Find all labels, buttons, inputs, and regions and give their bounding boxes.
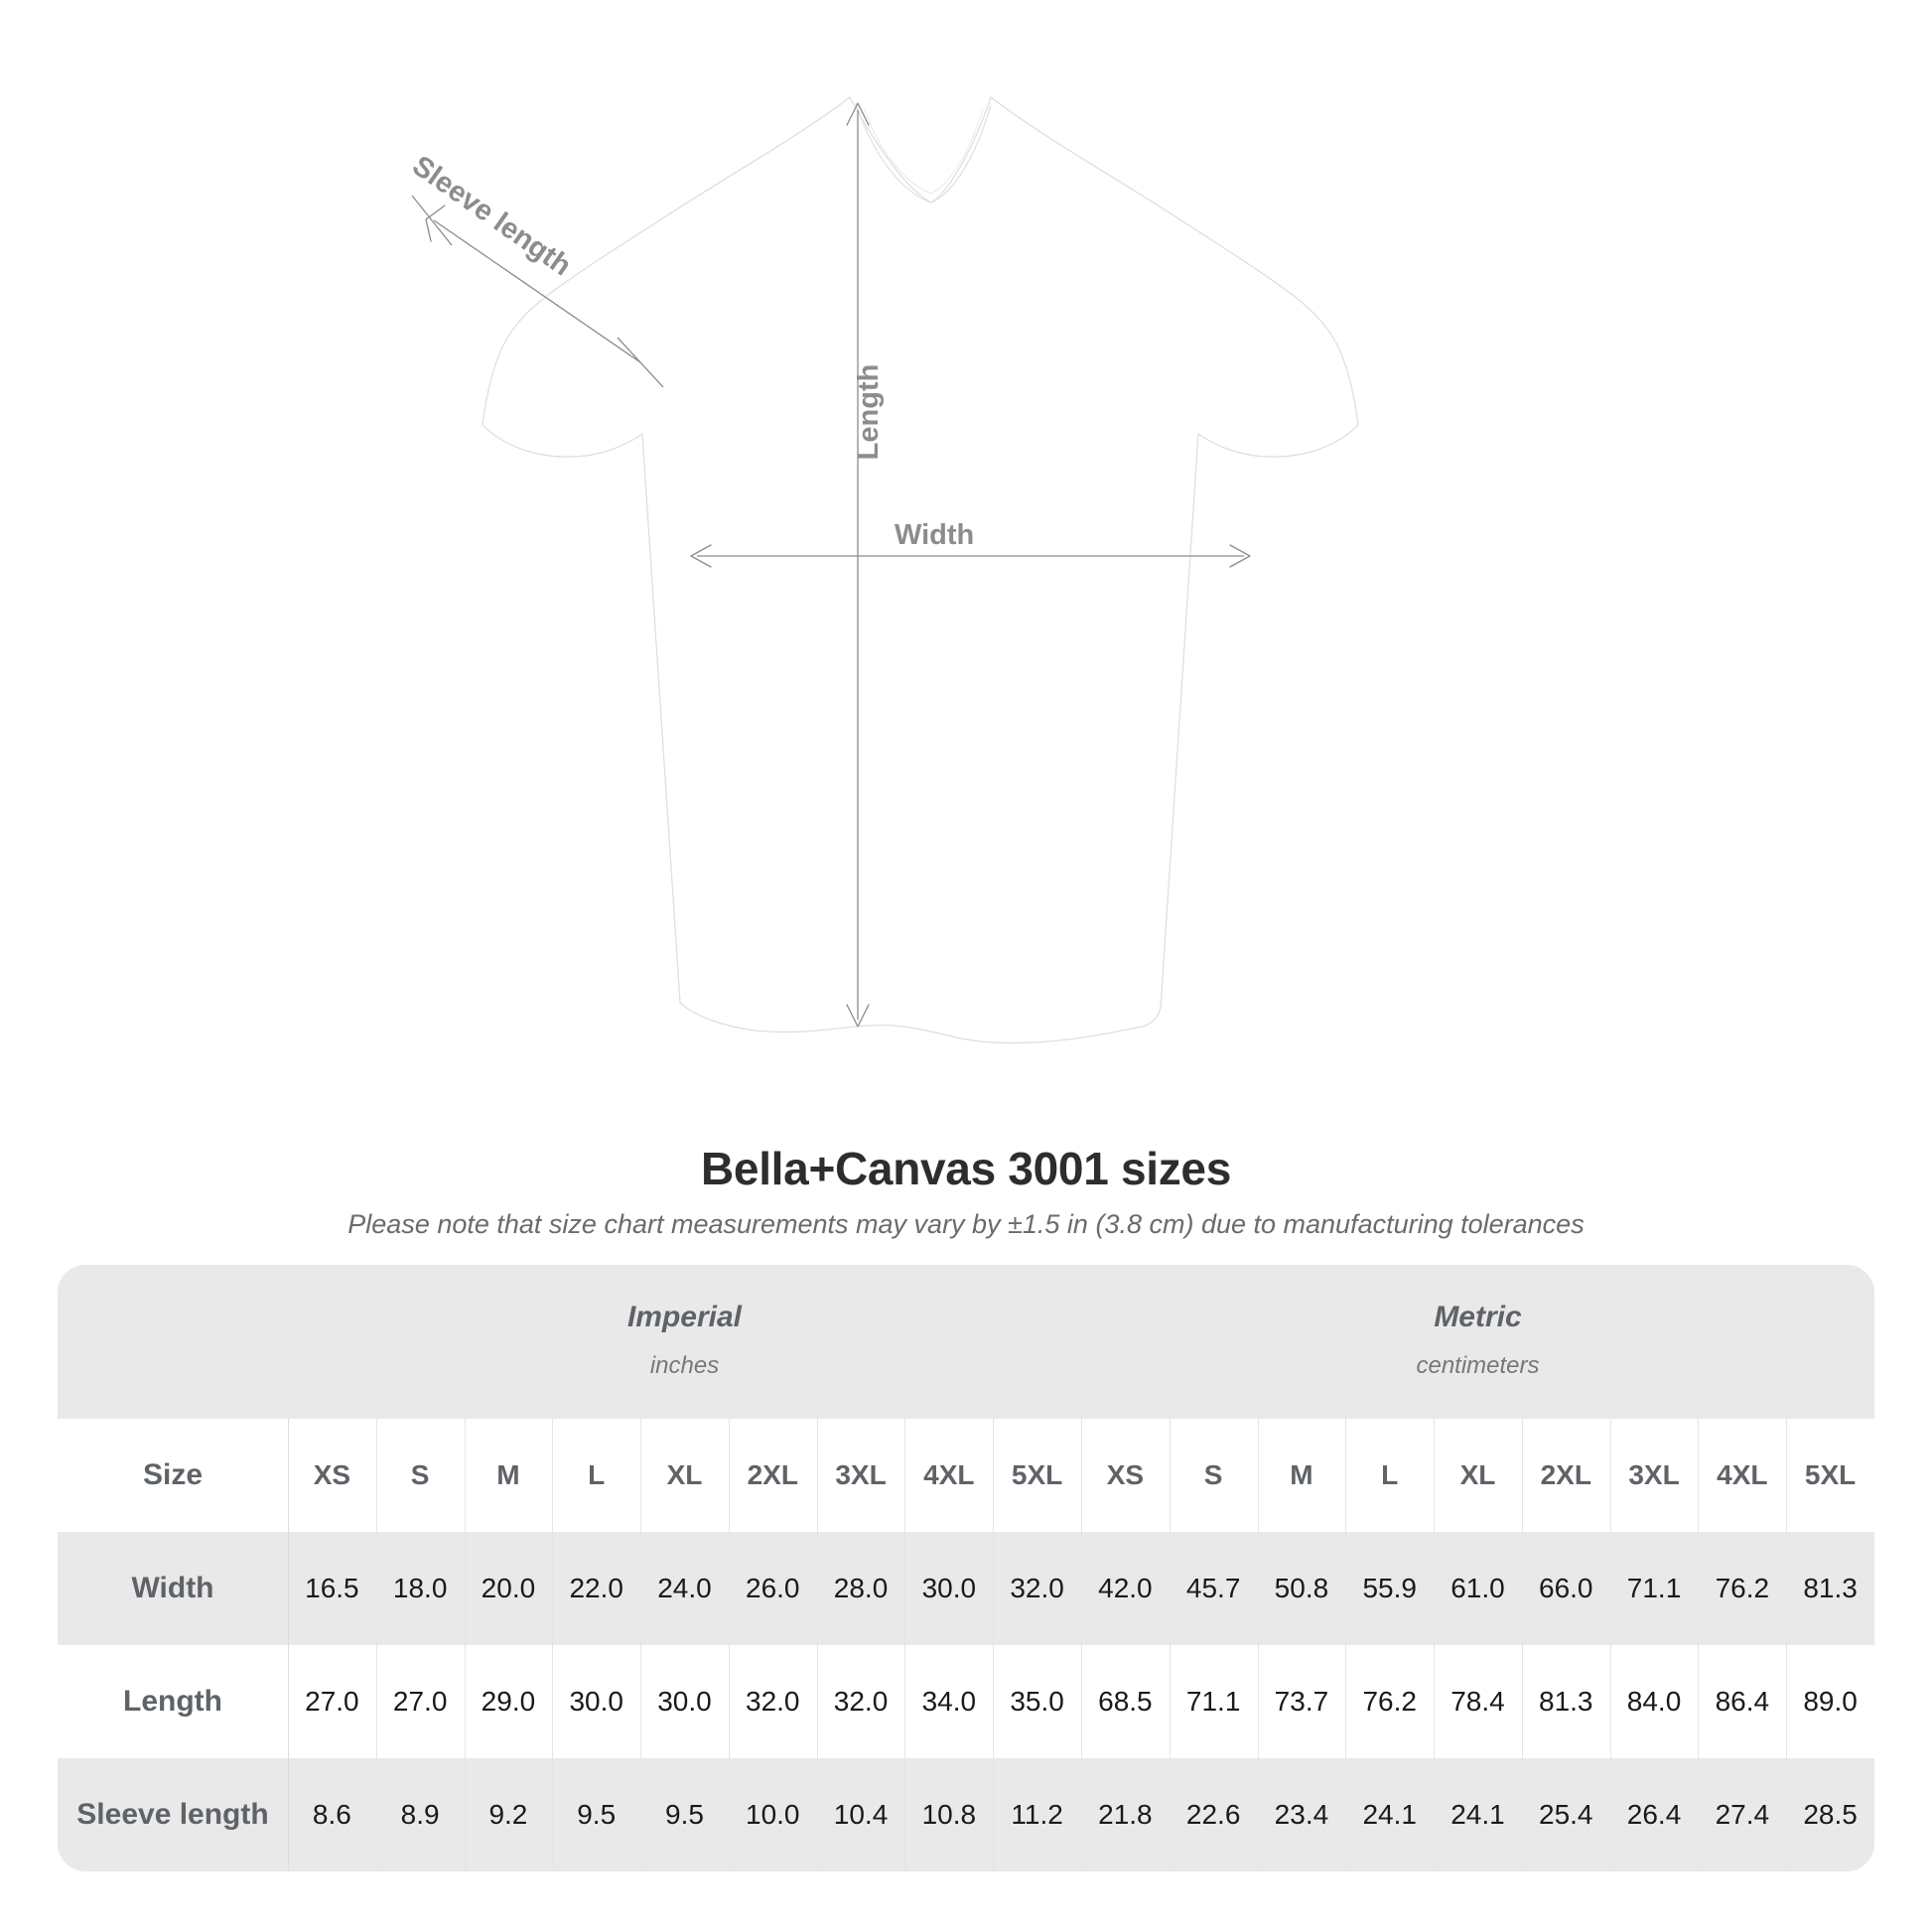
svg-text:Sleeve length: Sleeve length [406,150,577,282]
svg-text:Length: Length [853,364,885,461]
svg-text:Width: Width [895,519,974,551]
